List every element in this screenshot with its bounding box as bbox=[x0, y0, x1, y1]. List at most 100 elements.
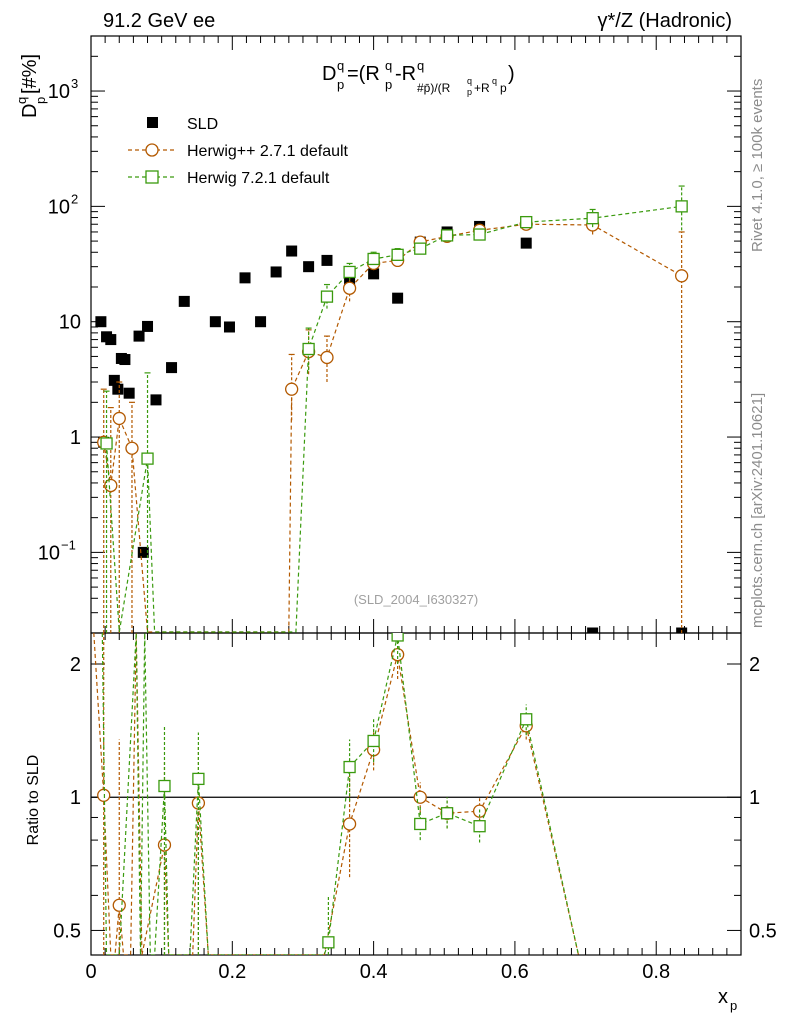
data-point-sld bbox=[166, 362, 178, 374]
ratio-point-herwig-7 bbox=[520, 713, 533, 726]
data-point-herwig-pp bbox=[285, 382, 299, 396]
svg-text:q: q bbox=[467, 76, 472, 86]
data-point-sld bbox=[368, 268, 380, 280]
ratio-line-1 bbox=[101, 633, 580, 955]
data-point-herwig-7 bbox=[320, 290, 334, 303]
main-plot-title: D q p =(R q p -R q #p̄)/(R q p +R q p ) bbox=[322, 58, 515, 97]
ratio-y-tick-label-right: 2 bbox=[749, 654, 760, 676]
data-point-herwig-pp bbox=[112, 411, 126, 426]
ratio-line-0 bbox=[93, 633, 580, 955]
main-y-axis-label: D q p [#%] bbox=[14, 54, 48, 118]
data-point-herwig-7 bbox=[473, 228, 486, 241]
main-y-tick-label: 10 −1 bbox=[38, 537, 76, 564]
main-y-tick-label-text: 1 bbox=[70, 427, 81, 449]
ratio-point-herwig-pp bbox=[112, 898, 126, 912]
x-tick-label: 0.2 bbox=[218, 961, 246, 983]
legend-entry-herwig-7: Herwig 7.2.1 default bbox=[128, 170, 330, 187]
ratio-point-herwig-7 bbox=[440, 807, 454, 820]
ratio-point-herwig-pp bbox=[97, 788, 111, 802]
ratio-point-herwig-7 bbox=[343, 760, 356, 774]
ratio-y-tick-label: 2 bbox=[70, 654, 81, 676]
svg-text:D: D bbox=[322, 63, 336, 85]
data-point-herwig-7 bbox=[520, 215, 533, 229]
svg-text:p: p bbox=[730, 998, 737, 1013]
data-point-herwig-7 bbox=[367, 252, 380, 266]
data-point-herwig-7 bbox=[414, 242, 427, 255]
svg-text:p: p bbox=[500, 81, 507, 95]
data-point-herwig-pp bbox=[125, 441, 139, 455]
legend-marker-sld bbox=[147, 117, 158, 128]
data-point-sld bbox=[255, 316, 267, 328]
main-y-tick-label-text: 10 bbox=[38, 542, 60, 564]
data-point-herwig-7 bbox=[440, 229, 454, 242]
svg-text:-R: -R bbox=[395, 63, 416, 85]
main-y-tick-label-text: 10 bbox=[48, 196, 70, 218]
data-point-sld bbox=[112, 383, 124, 395]
data-point-herwig-7 bbox=[391, 248, 404, 261]
ratio-series-layer bbox=[93, 633, 580, 955]
ratio-point-herwig-7 bbox=[414, 817, 427, 831]
ratio-point-herwig-7 bbox=[367, 734, 380, 748]
svg-text:D: D bbox=[19, 104, 41, 118]
ratio-point-herwig-7 bbox=[322, 936, 335, 949]
series-line-2 bbox=[105, 205, 682, 633]
svg-text:=(R: =(R bbox=[347, 63, 380, 85]
rivet-label: Rivet 4.1.0, ≥ 100k events bbox=[749, 79, 766, 252]
main-y-tick-label: 10 2 bbox=[48, 191, 78, 218]
x-tick-label: 0 bbox=[85, 961, 96, 983]
data-point-sld bbox=[392, 292, 404, 304]
main-y-tick-label-exponent: 3 bbox=[71, 76, 78, 91]
header-left-title: 91.2 GeV ee bbox=[103, 10, 215, 32]
data-point-herwig-pp bbox=[320, 350, 334, 365]
svg-text:q: q bbox=[385, 58, 392, 73]
data-point-sld bbox=[178, 295, 190, 307]
main-y-tick-label: 10 bbox=[59, 312, 81, 334]
ratio-y-tick-label: 1 bbox=[70, 787, 81, 809]
legend-marker-herwig-pp bbox=[145, 143, 159, 157]
ratio-point-herwig-7 bbox=[158, 779, 171, 793]
ratio-y-tick-label-right: 1 bbox=[749, 787, 760, 809]
ratio-y-tick-label-right: 0.5 bbox=[749, 920, 777, 942]
x-tick-label: 0.6 bbox=[501, 961, 529, 983]
data-point-sld bbox=[142, 320, 154, 332]
svg-text:x: x bbox=[718, 986, 728, 1008]
legend-label-herwig-7: Herwig 7.2.1 default bbox=[187, 170, 330, 187]
svg-text:p: p bbox=[467, 87, 472, 97]
data-point-sld bbox=[321, 254, 333, 266]
x-tick-labels: 0 0.2 0.4 0.6 0.8 bbox=[85, 961, 670, 983]
ratio-point-herwig-7 bbox=[192, 772, 205, 786]
main-y-tick-label-exponent: 2 bbox=[71, 191, 78, 206]
svg-text:[#%]: [#%] bbox=[19, 54, 41, 94]
legend-marker-herwig-7 bbox=[145, 170, 159, 184]
ratio-point-herwig-7 bbox=[391, 633, 404, 642]
main-y-tick-label-text: 10 bbox=[48, 81, 70, 103]
ratio-y-axis-label: Ratio to SLD bbox=[25, 755, 42, 846]
data-point-herwig-7 bbox=[586, 212, 599, 225]
data-point-herwig-pp bbox=[342, 281, 357, 295]
ratio-point-herwig-pp bbox=[342, 817, 357, 831]
main-y-tick-label-exponent: −1 bbox=[61, 537, 76, 552]
main-axis-ticks bbox=[90, 35, 742, 634]
x-tick-label: 0.4 bbox=[360, 961, 388, 983]
data-point-herwig-7 bbox=[141, 452, 154, 465]
svg-text:q: q bbox=[337, 58, 344, 73]
main-series-layer bbox=[95, 185, 689, 633]
data-point-sld bbox=[123, 387, 135, 399]
data-point-herwig-7 bbox=[100, 437, 113, 450]
ratio-y-tick-labels: 0.5 0.5 1 1 2 2 bbox=[53, 654, 777, 942]
data-point-sld bbox=[137, 546, 149, 558]
svg-text:q: q bbox=[492, 76, 497, 86]
svg-text:q: q bbox=[14, 97, 29, 104]
data-point-herwig-pp bbox=[104, 478, 118, 493]
main-y-tick-label-text: 10 bbox=[59, 312, 81, 334]
analysis-watermark: (SLD_2004_I630327) bbox=[354, 592, 478, 607]
data-point-sld bbox=[119, 354, 131, 366]
data-point-sld bbox=[223, 321, 235, 333]
svg-text:#p̄)/(R: #p̄)/(R bbox=[417, 81, 451, 95]
data-point-sld bbox=[108, 374, 120, 386]
legend-label-herwig-pp: Herwig++ 2.7.1 default bbox=[187, 143, 349, 160]
ratio-y-tick-label: 0.5 bbox=[53, 920, 81, 942]
main-y-tick-label: 1 bbox=[70, 427, 81, 449]
header-right-title: γ*/Z (Hadronic) bbox=[598, 10, 732, 32]
